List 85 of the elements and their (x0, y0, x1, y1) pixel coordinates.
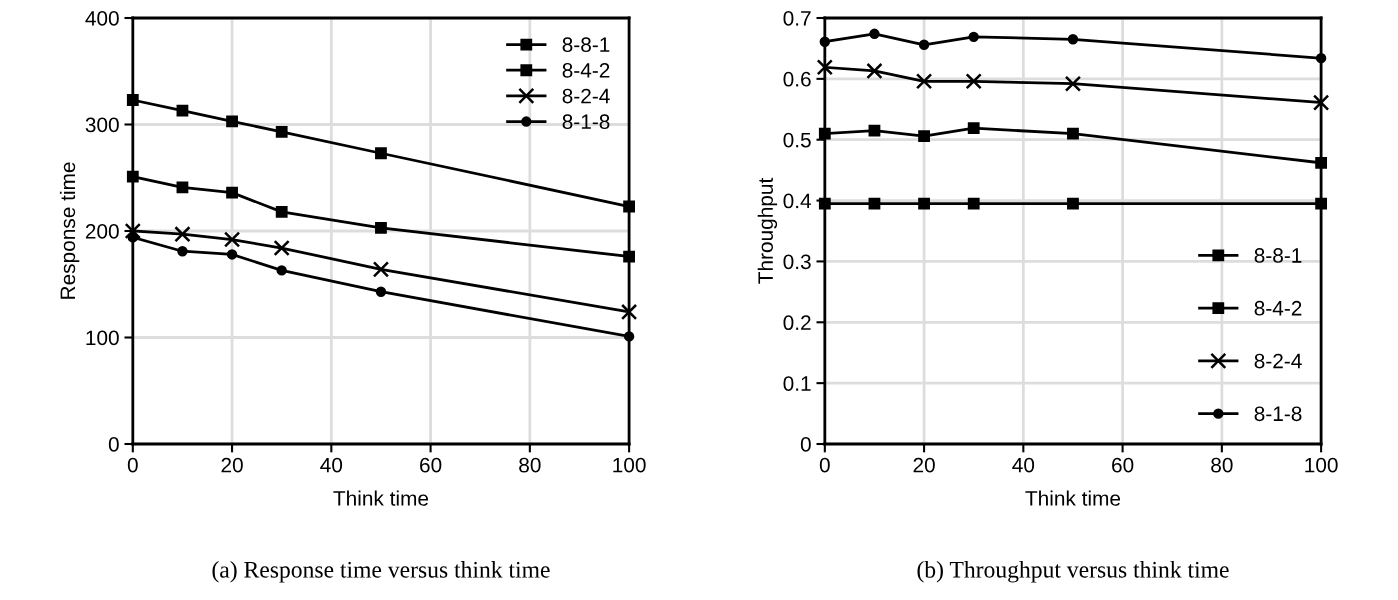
y-tick-label: 0.3 (783, 254, 811, 270)
point (1067, 197, 1079, 210)
y-tick-label: 0.4 (783, 193, 812, 209)
point (620, 303, 638, 321)
point (275, 126, 288, 138)
point (915, 73, 933, 90)
legend-label: 8-4-2 (562, 62, 610, 78)
x-tick-label: 60 (1112, 457, 1134, 473)
point (918, 130, 930, 142)
point (816, 59, 834, 76)
point (866, 62, 883, 80)
legend-label: 8-2-4 (562, 88, 610, 104)
x-axis-title: Think time (1025, 490, 1121, 506)
y-tick-label: 0.7 (783, 11, 811, 26)
point (176, 181, 189, 194)
point (124, 222, 141, 240)
point (968, 31, 979, 43)
point (1064, 75, 1082, 92)
point (918, 197, 930, 210)
x-tick-label: 0 (127, 457, 138, 473)
point (126, 170, 139, 183)
point (1315, 197, 1328, 210)
x-tick-label: 0 (819, 457, 830, 473)
y-tick-label: 0.1 (783, 376, 811, 391)
point (275, 205, 288, 218)
point (375, 221, 387, 234)
point (868, 197, 881, 210)
y-tick-label: 0.6 (783, 71, 811, 87)
y-tick-label: 400 (85, 11, 119, 26)
point (868, 124, 881, 137)
legend-label: 8-8-1 (562, 37, 610, 53)
point (1067, 34, 1079, 45)
text: (b) Throughput versus think time (917, 561, 1229, 583)
x-tick-label: 40 (320, 457, 343, 473)
point (623, 200, 635, 213)
point (223, 231, 241, 248)
x-tick-label: 40 (1012, 457, 1035, 473)
x-tick-label: 20 (913, 457, 935, 473)
point (869, 28, 880, 40)
point (375, 286, 387, 297)
point (176, 104, 189, 117)
legend-label: 8-4-2 (1254, 300, 1302, 316)
point (918, 39, 930, 50)
x-tick-label: 80 (519, 457, 541, 473)
legend-label: 8-2-4 (1254, 353, 1302, 369)
y-axis-title: Throughput (757, 177, 778, 284)
point (174, 226, 191, 243)
legend-label: 8-8-1 (1254, 248, 1302, 263)
x-tick-label: 100 (613, 457, 646, 473)
point (226, 115, 238, 128)
x-tick-label: 80 (1211, 457, 1233, 473)
text: (a) Response time versus think time (212, 561, 550, 583)
point (1315, 52, 1327, 64)
point (226, 249, 238, 260)
y-axis-title: Response time (59, 162, 80, 299)
y-tick-label: 0 (800, 437, 811, 452)
point (276, 265, 287, 276)
x-tick-label: 100 (1305, 457, 1338, 473)
point (126, 94, 139, 106)
y-tick-label: 0 (108, 437, 119, 452)
point (623, 250, 635, 263)
point (226, 186, 238, 199)
y-tick-label: 0.2 (783, 315, 811, 331)
point (623, 331, 635, 342)
point (375, 147, 387, 160)
point (1312, 94, 1330, 111)
point (818, 127, 831, 140)
point (1067, 127, 1079, 140)
point (967, 197, 980, 210)
y-tick-label: 0.5 (783, 132, 811, 148)
point (177, 246, 188, 257)
y-tick-label: 200 (85, 224, 119, 239)
legend-label: 8-1-8 (1254, 406, 1302, 422)
point (273, 239, 290, 257)
point (819, 36, 831, 47)
point (967, 122, 980, 135)
y-tick-label: 300 (85, 117, 119, 133)
point (1315, 156, 1328, 169)
x-tick-label: 60 (420, 457, 442, 473)
x-axis-title: Think time (333, 490, 429, 506)
point (965, 73, 982, 90)
point (372, 261, 390, 278)
y-tick-label: 100 (86, 330, 119, 346)
x-tick-label: 20 (221, 457, 243, 473)
legend-label: 8-1-8 (562, 114, 610, 130)
